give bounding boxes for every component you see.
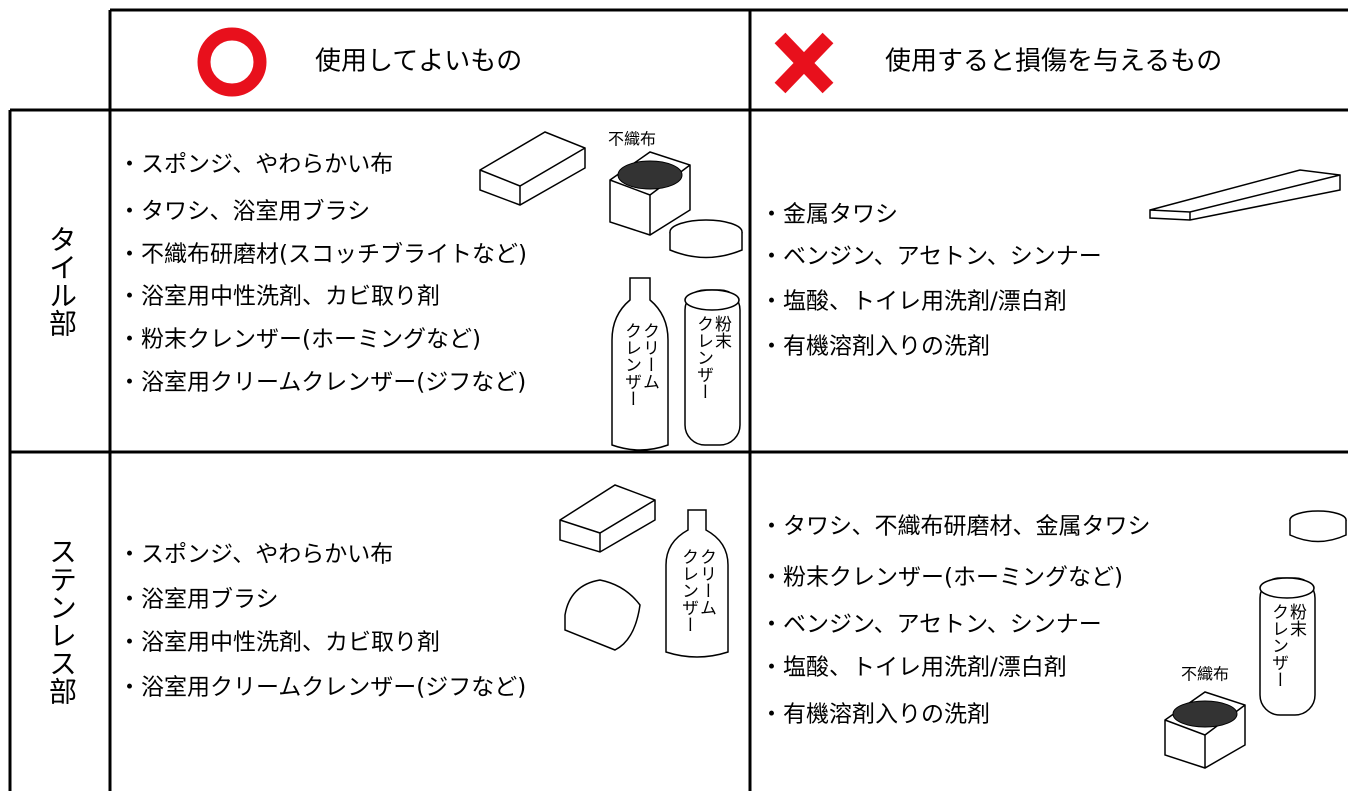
ng-item: ・タワシ、不織布研磨材、金属タワシ <box>760 514 1151 540</box>
ok-item: ・浴室用中性洗剤、カビ取り剤 <box>118 284 440 310</box>
illustration-label: クリーム <box>639 322 659 390</box>
illustration-label: クレンザー <box>1268 603 1288 688</box>
illustration-label: クレンザー <box>693 315 713 400</box>
ng-item: ・塩酸、トイレ用洗剤/漂白剤 <box>760 289 1067 315</box>
ng-item: ・金属タワシ <box>760 202 898 228</box>
illustration-label: クリーム <box>696 548 716 616</box>
ok-item: ・不織布研磨材(スコッチブライトなど) <box>118 242 527 268</box>
ng-item: ・有機溶剤入りの洗剤 <box>760 702 990 728</box>
illustration-label: クレンザー <box>678 548 698 633</box>
ng-item: ・ベンジン、アセトン、シンナー <box>760 612 1102 638</box>
ng-item: ・塩酸、トイレ用洗剤/漂白剤 <box>760 655 1067 681</box>
ng-item: ・ベンジン、アセトン、シンナー <box>760 244 1102 270</box>
ng-icon <box>774 32 834 94</box>
illustration-label: クレンザー <box>621 322 641 407</box>
ok-item: ・タワシ、浴室用ブラシ <box>118 199 370 225</box>
ok-icon <box>197 27 267 97</box>
ng-item: ・有機溶剤入りの洗剤 <box>760 334 990 360</box>
ok-header: 使用してよいもの <box>315 47 522 77</box>
ng-header: 使用すると損傷を与えるもの <box>885 47 1222 77</box>
ok-item: ・粉末クレンザー(ホーミングなど) <box>118 327 481 353</box>
ok-item: ・浴室用クリームクレンザー(ジフなど) <box>118 370 526 396</box>
ok-item: ・浴室用ブラシ <box>118 587 279 613</box>
illustration-label: 不織布 <box>608 130 656 149</box>
illustrations <box>479 131 1347 769</box>
ng-item: ・粉末クレンザー(ホーミングなど) <box>760 565 1123 591</box>
ok-item: ・浴室用クリームクレンザー(ジフなど) <box>118 675 526 701</box>
illustration-label: 粉末 <box>711 315 732 349</box>
ok-item: ・浴室用中性洗剤、カビ取り剤 <box>118 630 440 656</box>
ok-item: ・スポンジ、やわらかい布 <box>118 152 393 178</box>
illustration-label: 不織布 <box>1181 665 1229 684</box>
illustration-label: 粉末 <box>1286 603 1307 637</box>
ok-item: ・スポンジ、やわらかい布 <box>118 542 393 568</box>
table-grid <box>8 8 1348 791</box>
row-label: ステンレス部 <box>45 537 78 705</box>
row-label: タイル部 <box>45 225 78 337</box>
